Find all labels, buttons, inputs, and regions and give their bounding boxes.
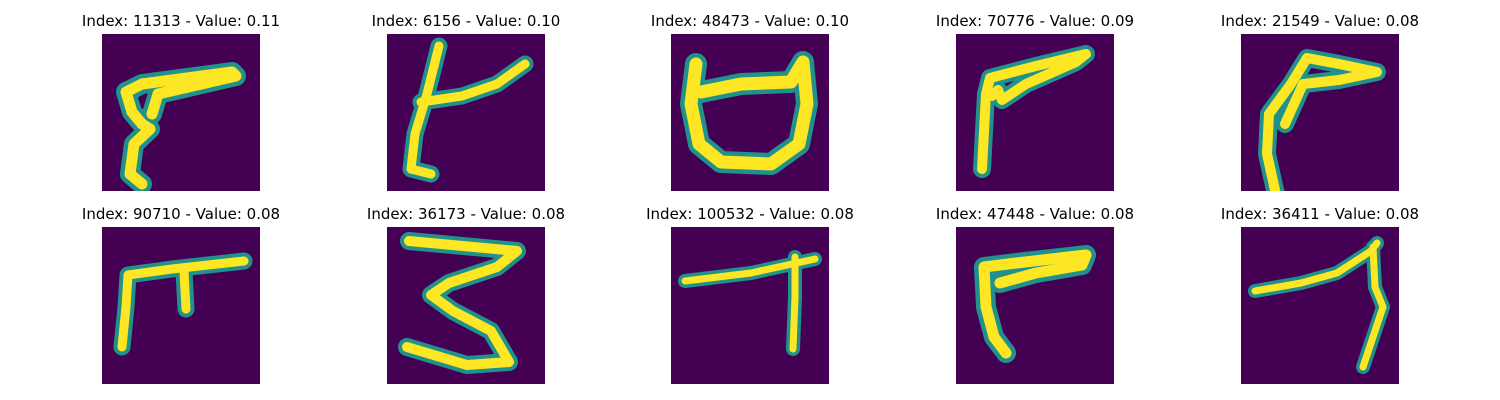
handwritten-glyph-image bbox=[956, 34, 1114, 191]
panel-9: Index: 47448 - Value: 0.08 bbox=[905, 205, 1165, 385]
handwritten-glyph-icon bbox=[678, 250, 822, 356]
handwritten-glyph-icon bbox=[974, 245, 1096, 363]
handwritten-glyph-image bbox=[956, 227, 1114, 384]
panel-2: Index: 6156 - Value: 0.10 bbox=[336, 12, 596, 192]
panel-title: Index: 11313 - Value: 0.11 bbox=[81, 12, 281, 30]
panel-title: Index: 100532 - Value: 0.08 bbox=[646, 205, 854, 223]
handwritten-glyph-image bbox=[671, 34, 829, 191]
panel-title: Index: 6156 - Value: 0.10 bbox=[371, 12, 561, 30]
panel-5: Index: 21549 - Value: 0.08 bbox=[1190, 12, 1450, 192]
panel-title: Index: 90710 - Value: 0.08 bbox=[81, 205, 281, 223]
panel-1: Index: 11313 - Value: 0.11 bbox=[51, 12, 311, 192]
panel-title: Index: 36173 - Value: 0.08 bbox=[366, 205, 566, 223]
handwritten-glyph-icon bbox=[116, 62, 246, 191]
panel-title: Index: 48473 - Value: 0.10 bbox=[650, 12, 850, 30]
handwritten-glyph-icon bbox=[973, 45, 1095, 178]
panel-title: Index: 47448 - Value: 0.08 bbox=[935, 205, 1135, 223]
handwritten-glyph-image bbox=[387, 34, 545, 191]
panel-title: Index: 21549 - Value: 0.08 bbox=[1220, 12, 1420, 30]
handwritten-glyph-icon bbox=[113, 252, 253, 356]
panel-10: Index: 36411 - Value: 0.08 bbox=[1190, 205, 1450, 385]
panel-title: Index: 70776 - Value: 0.09 bbox=[935, 12, 1135, 30]
handwritten-glyph-image bbox=[1241, 227, 1399, 384]
handwritten-glyph-image bbox=[671, 227, 829, 384]
panel-4: Index: 70776 - Value: 0.09 bbox=[905, 12, 1165, 192]
handwritten-glyph-icon bbox=[1258, 49, 1386, 191]
panel-title: Index: 36411 - Value: 0.08 bbox=[1220, 205, 1420, 223]
handwritten-glyph-image bbox=[102, 227, 260, 384]
handwritten-glyph-icon bbox=[680, 51, 818, 175]
handwritten-glyph-icon bbox=[1248, 236, 1390, 374]
panel-7: Index: 36173 - Value: 0.08 bbox=[336, 205, 596, 385]
handwritten-glyph-icon bbox=[402, 37, 534, 183]
handwritten-glyph-image bbox=[387, 227, 545, 384]
handwritten-glyph-icon bbox=[398, 232, 526, 374]
panel-3: Index: 48473 - Value: 0.10 bbox=[620, 12, 880, 192]
handwritten-glyph-image bbox=[102, 34, 260, 191]
handwritten-glyph-image bbox=[1241, 34, 1399, 191]
panel-8: Index: 100532 - Value: 0.08 bbox=[620, 205, 880, 385]
panel-6: Index: 90710 - Value: 0.08 bbox=[51, 205, 311, 385]
